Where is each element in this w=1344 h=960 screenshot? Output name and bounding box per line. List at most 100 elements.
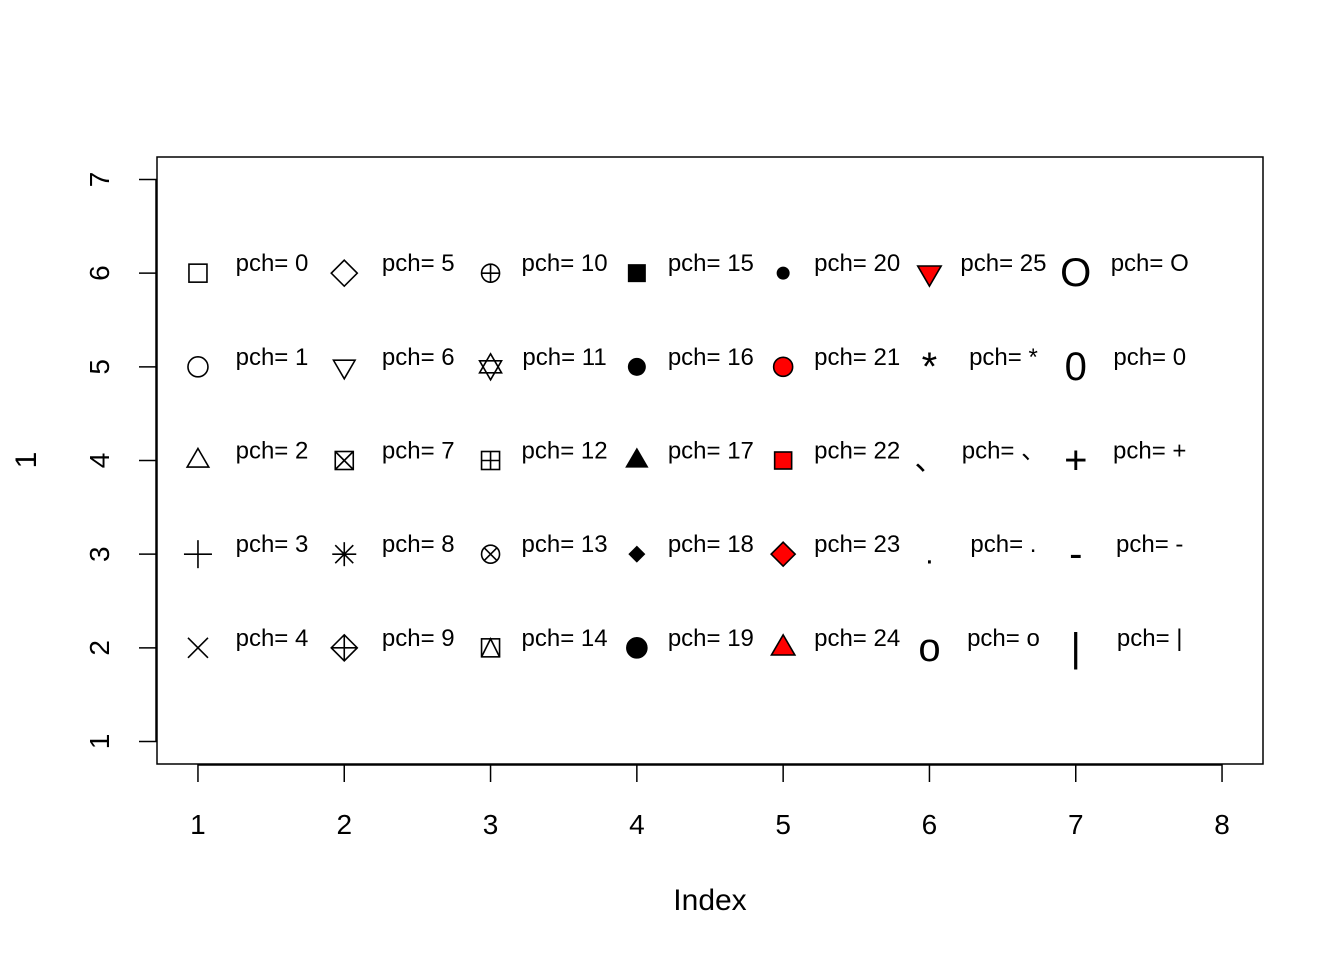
point-pch-*: * <box>922 345 938 389</box>
point-label: pch= 11 <box>522 344 606 371</box>
point-pch-2 <box>185 446 211 468</box>
point-pch-10 <box>480 263 501 283</box>
svg-text:+: + <box>1064 439 1087 483</box>
y-tick-label: 3 <box>84 546 115 562</box>
svg-text:*: * <box>922 345 938 389</box>
point-label: pch= 1 <box>236 344 309 371</box>
x-tick-label: 5 <box>775 809 791 840</box>
point-pch-1 <box>187 356 209 378</box>
svg-text:、: 、 <box>914 444 944 477</box>
point-label: pch= 0 <box>1113 344 1186 371</box>
point-label: pch= 15 <box>668 250 754 277</box>
point-label: pch= 25 <box>960 250 1046 277</box>
point-label: pch= 9 <box>382 625 455 652</box>
point-pch-24 <box>770 633 797 656</box>
point-label: pch= 6 <box>382 344 455 371</box>
x-tick-label: 8 <box>1214 809 1230 840</box>
y-tick-label: 5 <box>84 359 115 375</box>
x-tick-label: 4 <box>629 809 645 840</box>
point-label: pch= 2 <box>236 438 309 465</box>
svg-text:O: O <box>1060 251 1091 295</box>
x-axis-title: Index <box>673 884 746 917</box>
point-pch-17 <box>625 447 649 468</box>
point-pch-、: 、 <box>914 444 944 477</box>
point-pch-5 <box>330 259 359 288</box>
y-tick-label: 7 <box>84 172 115 188</box>
point-pch-|: | <box>1071 626 1081 670</box>
x-tick-label: 6 <box>922 809 938 840</box>
point-pch-4 <box>187 637 209 659</box>
point-label: pch= 24 <box>814 625 900 652</box>
point-pch-20 <box>776 266 790 280</box>
point-labels: pch= 0 pch= 1 pch= 2 pch= 3 pch= 4 pch= 5 pch=… <box>236 250 1189 652</box>
point-pch-12 <box>480 450 501 471</box>
point-label: pch= 、 <box>962 438 1045 465</box>
point-label: pch= . <box>970 531 1036 558</box>
point-pch-18 <box>628 545 646 563</box>
point-pch-23 <box>770 541 797 568</box>
point-pch-14 <box>480 637 501 658</box>
svg-text:.: . <box>925 538 933 571</box>
point-label: pch= 14 <box>522 625 608 652</box>
x-axis: 1 2 3 4 5 6 7 8 <box>190 764 1230 840</box>
point-label: pch= 0 <box>236 250 309 277</box>
x-tick-label: 2 <box>336 809 352 840</box>
point-label: pch= 17 <box>668 438 754 465</box>
point-pch-16 <box>627 357 646 376</box>
point-label: pch= 12 <box>522 438 608 465</box>
point-label: pch= 19 <box>668 625 754 652</box>
point-label: pch= O <box>1111 250 1189 277</box>
point-pch-o: o <box>918 626 940 670</box>
y-tick-label: 1 <box>84 734 115 750</box>
point-label: pch= + <box>1113 438 1186 465</box>
point-label: pch= 8 <box>382 531 455 558</box>
point-pch-19 <box>626 637 648 659</box>
point-label: pch= 7 <box>382 438 455 465</box>
point-pch-13 <box>480 544 501 564</box>
point-label: pch= 3 <box>236 531 309 558</box>
point-pch-25 <box>916 265 943 288</box>
point-label: pch= 22 <box>814 438 900 465</box>
point-pch-8 <box>332 542 357 567</box>
point-pch-.: . <box>925 538 933 571</box>
point-label: pch= 5 <box>382 250 455 277</box>
point-label: pch= o <box>967 625 1040 652</box>
svg-text:|: | <box>1071 626 1081 670</box>
point-pch-O: O <box>1060 251 1091 295</box>
point-label: pch= * <box>969 344 1038 371</box>
data-points: * 、. o O 0 + - | <box>183 251 1091 670</box>
point-pch-15 <box>627 264 646 283</box>
point-pch-11 <box>478 352 503 382</box>
point-label: pch= - <box>1116 531 1183 558</box>
x-tick-label: 1 <box>190 809 206 840</box>
point-pch-22 <box>773 451 793 470</box>
point-label: pch= 20 <box>814 250 900 277</box>
svg-text:-: - <box>1069 532 1082 576</box>
point-label: pch= 21 <box>814 344 900 371</box>
y-axis: 1 2 3 4 5 6 7 <box>84 172 157 750</box>
x-tick-label: 7 <box>1068 809 1084 840</box>
point-pch-+: + <box>1064 439 1087 483</box>
point-pch-9 <box>330 633 359 662</box>
point-pch-3 <box>183 540 212 569</box>
point-label: pch= 10 <box>522 250 608 277</box>
y-tick-label: 4 <box>84 453 115 469</box>
svg-text:o: o <box>918 626 940 670</box>
point-pch-6 <box>332 359 357 381</box>
point-pch-0c: 0 <box>1065 345 1087 389</box>
point-label: pch= 16 <box>668 344 754 371</box>
point-pch-0 <box>188 263 208 283</box>
svg-text:0: 0 <box>1065 345 1087 389</box>
point-label: pch= 23 <box>814 531 900 558</box>
y-tick-label: 6 <box>84 265 115 281</box>
point-pch-7 <box>334 450 355 471</box>
point-label: pch= 18 <box>668 531 754 558</box>
point-label: pch= 13 <box>522 531 608 558</box>
point-label: pch= | <box>1117 625 1183 652</box>
y-axis-title: 1 <box>10 452 43 469</box>
point-pch--: - <box>1069 532 1082 576</box>
y-tick-label: 2 <box>84 640 115 656</box>
point-label: pch= 4 <box>236 625 309 652</box>
x-tick-label: 3 <box>483 809 499 840</box>
